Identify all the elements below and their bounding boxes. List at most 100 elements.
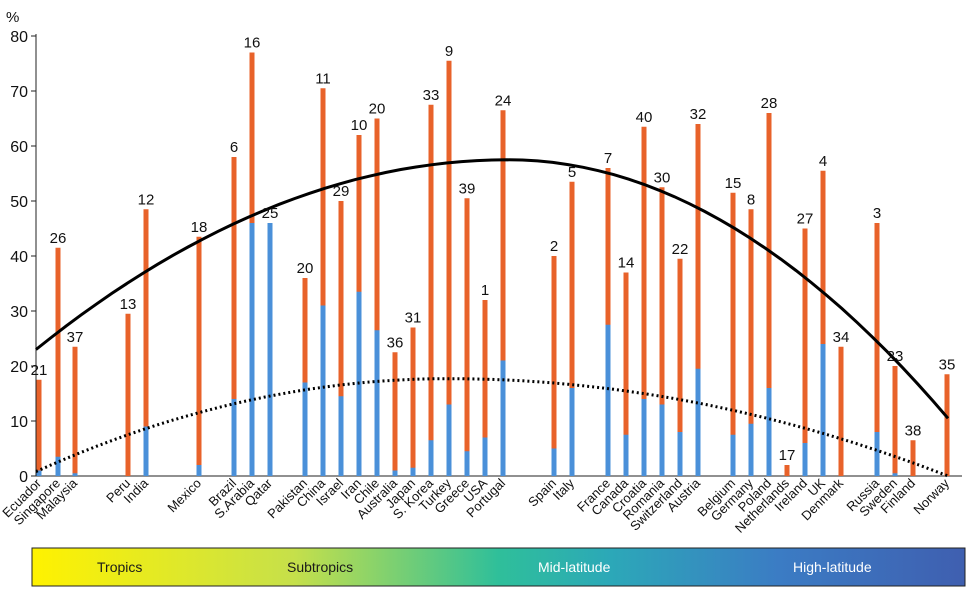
rank-label: 31: [405, 310, 422, 327]
y-axis-unit: %: [6, 9, 19, 26]
bar-inner: [695, 368, 701, 476]
zone-label-tropics: Tropics: [97, 559, 142, 575]
bar-inner: [338, 396, 344, 476]
bar-inner: [659, 404, 665, 476]
rank-labels: 2126371312186162520112910203631339391242…: [31, 35, 956, 465]
bar-total: [838, 346, 844, 476]
bar-total: [784, 465, 790, 476]
y-tick-label: 70: [10, 84, 28, 101]
y-tick-label: 40: [10, 249, 28, 266]
bar-total: [820, 170, 826, 476]
rank-label: 5: [568, 164, 576, 181]
y-tick-label: 60: [10, 139, 28, 156]
bar-inner: [802, 443, 808, 476]
rank-label: 3: [873, 205, 881, 222]
rank-label: 9: [445, 43, 453, 60]
bar-total: [446, 60, 452, 476]
bar-inner: [36, 470, 42, 476]
rank-label: 21: [31, 362, 48, 379]
bar-inner: [249, 223, 255, 476]
y-tick-label: 20: [10, 359, 28, 376]
bar-total: [464, 198, 470, 476]
bar-total: [482, 300, 488, 476]
climate-zone-legend: Tropics Subtropics Mid-latitude High-lat…: [31, 547, 966, 587]
rank-label: 24: [495, 92, 512, 109]
bar-inner: [143, 426, 149, 476]
bar-total: [569, 181, 575, 476]
bar-inner: [72, 473, 78, 476]
bars: [36, 52, 950, 476]
bar-total: [641, 126, 647, 476]
bar-inner: [464, 451, 470, 476]
bar-inner: [267, 223, 273, 476]
bar-total: [802, 228, 808, 476]
rank-label: 14: [618, 255, 635, 272]
bar-inner: [748, 423, 754, 476]
zone-gradient-bar: [31, 547, 966, 587]
bar-total: [910, 440, 916, 476]
bar-inner: [410, 467, 416, 476]
rank-label: 29: [333, 183, 350, 200]
bar-total: [944, 374, 950, 476]
bar-total: [36, 379, 42, 476]
rank-label: 34: [833, 329, 850, 346]
bar-inner: [766, 388, 772, 476]
rank-label: 40: [636, 109, 653, 126]
bar-total: [551, 256, 557, 476]
rank-label: 37: [67, 329, 84, 346]
rank-label: 16: [244, 35, 261, 52]
bar-inner: [231, 399, 237, 476]
bar-total: [766, 113, 772, 476]
trend-curves: [35, 158, 950, 478]
bar-total: [338, 201, 344, 476]
zone-label-mid-latitude: Mid-latitude: [538, 559, 611, 575]
bar-total: [143, 209, 149, 476]
rank-label: 32: [690, 106, 707, 123]
y-tick-label: 0: [19, 469, 28, 486]
y-tick-label: 80: [10, 29, 28, 46]
rank-label: 35: [939, 356, 956, 373]
bar-total: [374, 118, 380, 476]
bar-inner: [730, 434, 736, 476]
bar-total: [302, 278, 308, 476]
bar-total: [428, 104, 434, 476]
trend-curve-total: [35, 158, 950, 420]
bar-inner: [569, 388, 575, 476]
bar-total: [320, 88, 326, 476]
bar-inner: [551, 448, 557, 476]
bar-inner: [605, 324, 611, 476]
rank-label: 17: [779, 447, 796, 464]
rank-label: 2: [550, 238, 558, 255]
bar-total: [72, 346, 78, 476]
bar-inner: [892, 473, 898, 476]
y-tick-label: 50: [10, 194, 28, 211]
bar-inner: [641, 399, 647, 476]
bar-total: [410, 327, 416, 476]
bar-total: [677, 258, 683, 476]
bar-inner: [874, 432, 880, 476]
rank-label: 25: [262, 205, 279, 222]
rank-label: 6: [230, 139, 238, 156]
rank-label: 15: [725, 175, 742, 192]
bar-total: [55, 247, 61, 476]
bar-total: [196, 236, 202, 476]
bar-total: [695, 124, 701, 476]
bar-total: [748, 209, 754, 476]
zone-label-subtropics: Subtropics: [287, 559, 353, 575]
bar-inner: [392, 470, 398, 476]
y-tick-label: 10: [10, 414, 28, 431]
bar-total: [125, 313, 131, 476]
country-label: Norway: [910, 475, 952, 517]
rank-label: 18: [191, 219, 208, 236]
rank-label: 11: [315, 70, 331, 87]
bar-inner: [500, 360, 506, 476]
y-ticks: 0 10 20 30 40 50 60 70 80: [10, 29, 36, 486]
rank-label: 36: [387, 334, 404, 351]
bar-inner: [428, 440, 434, 476]
bar-inner: [482, 437, 488, 476]
country-label: Italy: [550, 475, 578, 503]
country-label: Mexico: [164, 476, 204, 516]
bar-total: [874, 223, 880, 476]
